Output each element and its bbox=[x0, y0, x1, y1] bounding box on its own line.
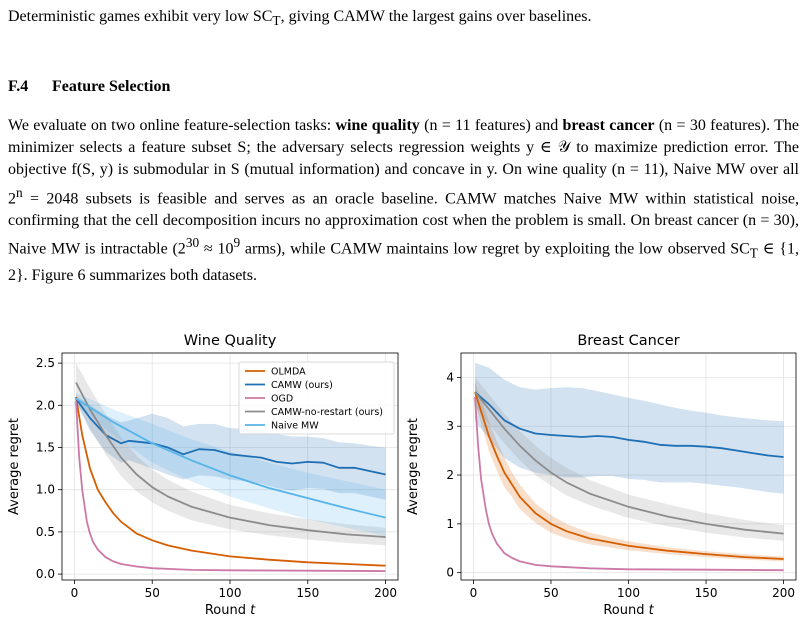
x-tick-label: 100 bbox=[219, 586, 242, 600]
y-tick-label: 3 bbox=[446, 419, 454, 433]
y-tick-label: 0.0 bbox=[36, 567, 55, 581]
chart-panel-1: 0 50 100 150 200 0.0 0.5 1.0 1.5 2.0 2.5 Wine Quali… bbox=[7, 333, 399, 618]
legend-box bbox=[238, 361, 395, 435]
series-line bbox=[474, 396, 784, 572]
series-line bbox=[75, 398, 386, 476]
chart-title: Breast Cancer bbox=[577, 333, 679, 349]
x-axis-label: Round t bbox=[205, 603, 256, 618]
confidence-band bbox=[76, 392, 386, 537]
y-tick-label: 4 bbox=[446, 370, 454, 384]
x-axis-label: Round t bbox=[603, 603, 654, 618]
confidence-band bbox=[475, 362, 784, 494]
series-line bbox=[75, 396, 386, 567]
legend-entry: OGD bbox=[271, 394, 293, 405]
series-line bbox=[75, 397, 386, 519]
intro-subscript: T bbox=[272, 13, 281, 29]
chart-panel-2: 0 50 100 150 200 0 1 2 3 4 Breast Cancer Round t Ave… bbox=[406, 333, 797, 618]
x-tick-label: 150 bbox=[695, 586, 718, 600]
y-tick-label: 2.0 bbox=[36, 398, 55, 412]
section-number: F.4 bbox=[8, 78, 29, 95]
section-title: Feature Selection bbox=[52, 78, 171, 95]
y-tick-label: 2.5 bbox=[36, 356, 55, 370]
x-tick-label: 200 bbox=[374, 586, 397, 600]
x-tick-label: 200 bbox=[772, 586, 795, 600]
chart-title: Wine Quality bbox=[184, 333, 277, 349]
x-tick-label: 50 bbox=[543, 586, 558, 600]
x-tick-label: 150 bbox=[296, 586, 319, 600]
x-tick-label: 50 bbox=[145, 586, 160, 600]
x-tick-label: 0 bbox=[71, 586, 79, 600]
section-heading: F.4 Feature Selection bbox=[8, 76, 170, 98]
intro-sentence: Deterministic games exhibit very low SCT… bbox=[8, 8, 592, 29]
x-tick-label: 0 bbox=[470, 586, 478, 600]
y-tick-label: 0 bbox=[446, 566, 454, 580]
y-axis-label: Average regret bbox=[406, 418, 421, 515]
legend-entry: CAMW (ours) bbox=[271, 380, 333, 391]
series-line bbox=[474, 391, 784, 535]
y-tick-label: 1.5 bbox=[36, 441, 55, 455]
legend: OLMDA CAMW (ours) OGD CAMW-no-restart (ours… bbox=[238, 361, 395, 435]
series-line bbox=[474, 391, 784, 458]
confidence-band bbox=[76, 363, 386, 546]
body-paragraph: We evaluate on two online feature-select… bbox=[8, 117, 800, 285]
y-tick-label: 0.5 bbox=[36, 525, 55, 539]
series-line bbox=[75, 401, 386, 572]
series-line bbox=[75, 382, 386, 538]
y-tick-label: 1 bbox=[446, 517, 454, 531]
x-tick-label: 100 bbox=[617, 586, 640, 600]
legend-entry: CAMW-no-restart (ours) bbox=[271, 407, 383, 418]
series-line bbox=[474, 391, 784, 560]
confidence-band bbox=[76, 395, 386, 500]
y-tick-label: 2 bbox=[446, 468, 454, 482]
y-axis-label: Average regret bbox=[7, 418, 22, 515]
confidence-band bbox=[475, 377, 784, 541]
y-tick-label: 1.0 bbox=[36, 483, 55, 497]
legend-entry: Naive MW bbox=[271, 421, 319, 432]
legend-entry: OLMDA bbox=[271, 367, 306, 378]
confidence-band bbox=[475, 382, 784, 562]
bold-breast-cancer: breast cancer bbox=[562, 117, 655, 134]
bold-wine-quality: wine quality bbox=[335, 117, 420, 134]
